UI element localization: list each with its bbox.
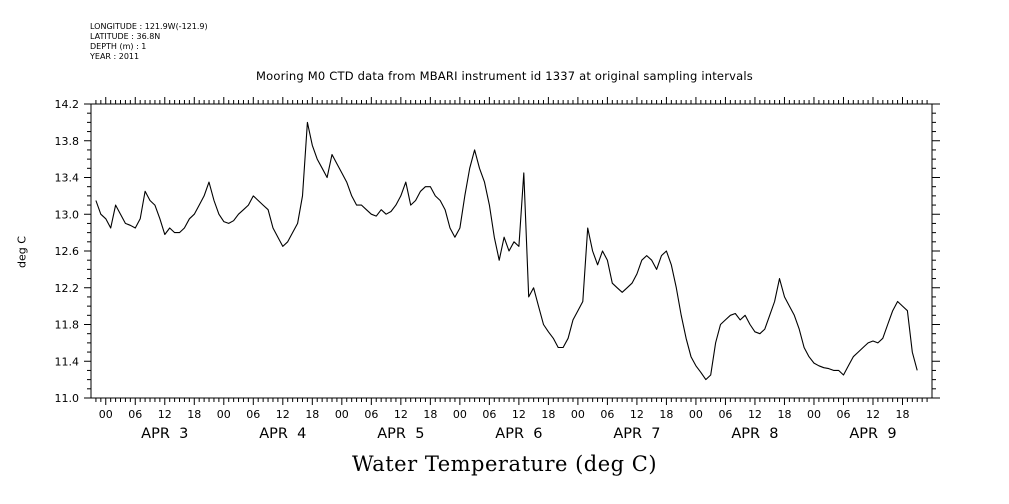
- y-tick-label: 12.2: [55, 282, 80, 295]
- x-hour-label: 12: [158, 408, 172, 421]
- x-hour-label: 00: [453, 408, 467, 421]
- chart-title: Mooring M0 CTD data from MBARI instrumen…: [256, 69, 753, 83]
- x-hour-label: 18: [895, 408, 909, 421]
- x-day-label: APR 3: [141, 426, 188, 442]
- x-hour-label: 00: [807, 408, 821, 421]
- x-hour-label: 06: [246, 408, 260, 421]
- x-hour-label: 18: [423, 408, 437, 421]
- temperature-line: [95, 121, 918, 381]
- x-day-label: APR 6: [495, 426, 542, 442]
- x-day-label: APR 8: [731, 426, 778, 442]
- x-hour-label: 00: [689, 408, 703, 421]
- x-hour-label: 12: [394, 408, 408, 421]
- x-day-label: APR 7: [613, 426, 660, 442]
- x-hour-label: 06: [836, 408, 850, 421]
- x-hour-label: 06: [718, 408, 732, 421]
- x-hour-label: 06: [482, 408, 496, 421]
- x-axis-title: Water Temperature (deg C): [351, 452, 658, 476]
- metadata-block: LONGITUDE : 121.9W(-121.9) LATITUDE : 36…: [90, 22, 208, 62]
- x-hour-label: 06: [364, 408, 378, 421]
- x-day-label: APR 9: [849, 426, 896, 442]
- x-hour-label: 12: [748, 408, 762, 421]
- x-hour-label: 00: [217, 408, 231, 421]
- y-tick-label: 14.2: [55, 98, 80, 111]
- y-tick-label: 12.6: [55, 245, 80, 258]
- y-tick-label: 13.0: [55, 208, 80, 221]
- y-tick-label: 13.4: [55, 172, 80, 185]
- x-hour-label: 12: [512, 408, 526, 421]
- depth-text: DEPTH (m) : 1: [90, 42, 147, 51]
- x-hour-label: 18: [305, 408, 319, 421]
- y-tick-label: 11.4: [55, 355, 80, 368]
- x-hour-label: 00: [99, 408, 113, 421]
- x-hour-label: 18: [659, 408, 673, 421]
- x-hour-label: 12: [276, 408, 290, 421]
- x-hour-label: 00: [335, 408, 349, 421]
- x-hour-label: 12: [866, 408, 880, 421]
- plot-frame: [90, 103, 933, 399]
- y-tick-label: 11.8: [55, 319, 80, 332]
- year-text: YEAR : 2011: [90, 52, 140, 61]
- y-tick-label: 13.8: [55, 135, 80, 148]
- x-hour-label: 12: [630, 408, 644, 421]
- y-tick-label: 11.0: [55, 392, 80, 405]
- latitude-text: LATITUDE : 36.8N: [90, 32, 161, 41]
- x-hour-label: 06: [600, 408, 614, 421]
- x-hour-label: 18: [187, 408, 201, 421]
- x-hour-label: 00: [571, 408, 585, 421]
- x-day-label: APR 4: [259, 426, 306, 442]
- x-hour-label: 18: [541, 408, 555, 421]
- x-hour-label: 06: [128, 408, 142, 421]
- x-day-label: APR 5: [377, 426, 424, 442]
- x-hour-label: 18: [777, 408, 791, 421]
- longitude-text: LONGITUDE : 121.9W(-121.9): [90, 22, 208, 31]
